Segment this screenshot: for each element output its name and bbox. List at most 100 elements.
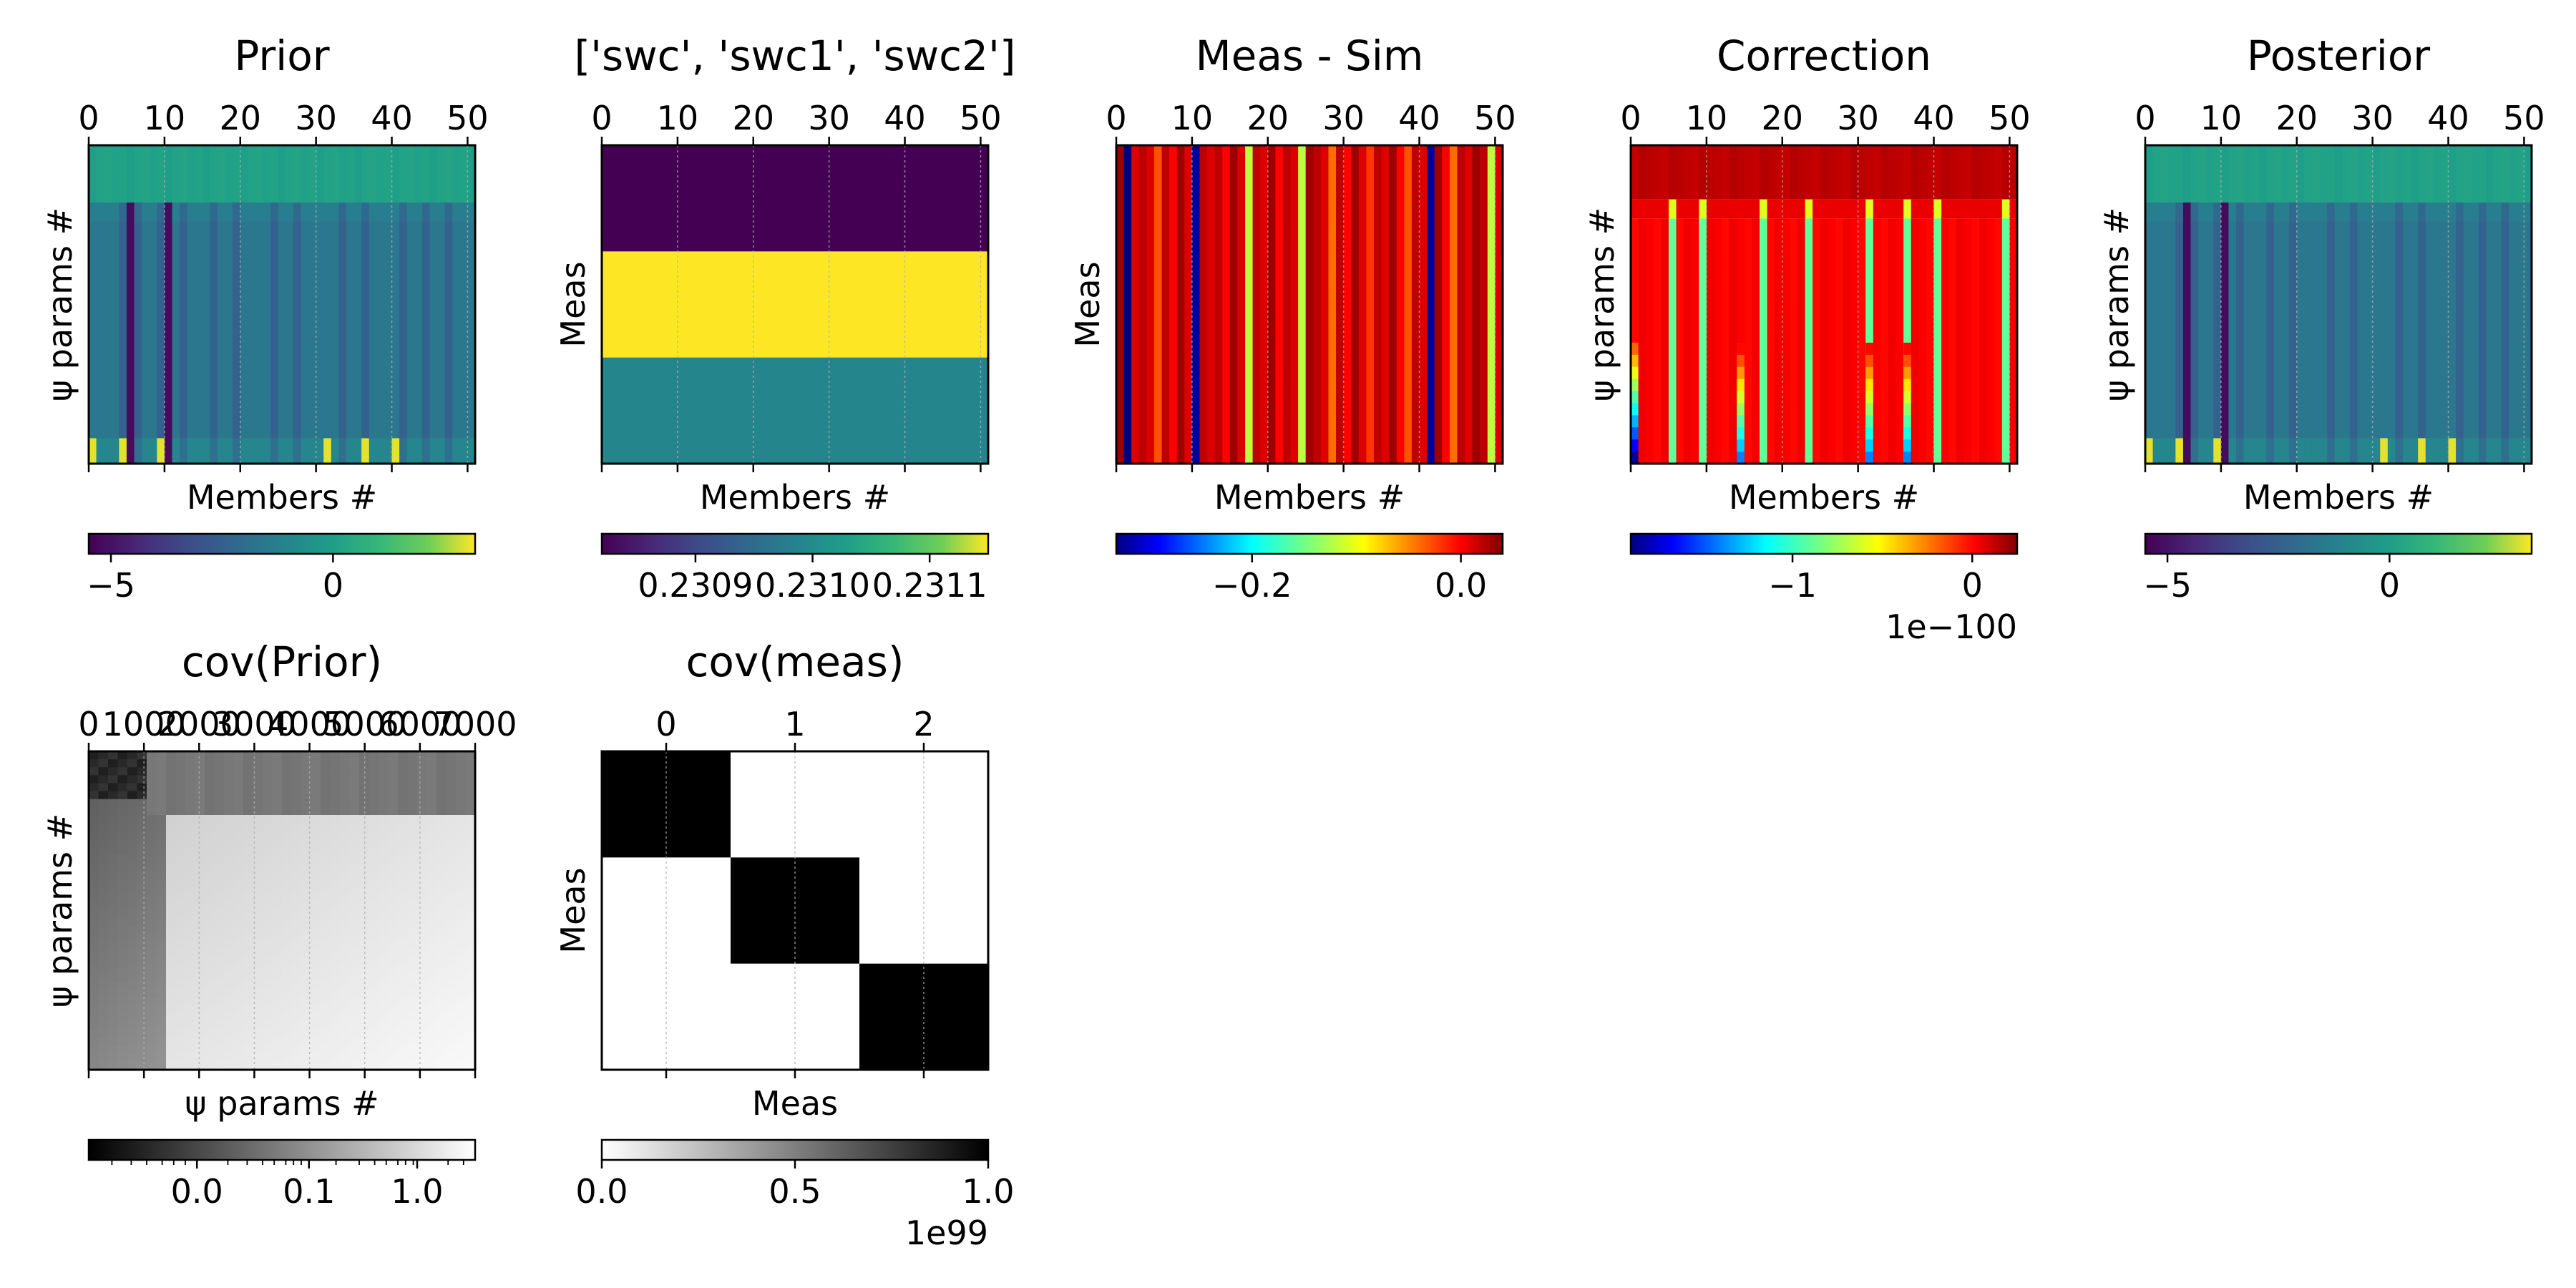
heatmap-cell [224,1006,235,1015]
heatmap-cell [117,1022,128,1030]
x-tick-label: 50 [1989,99,2031,137]
heatmap-cell [2274,221,2283,439]
heatmap-cell [108,887,119,895]
heatmap-cell [407,815,418,824]
heatmap-cell [108,942,119,951]
heatmap-cell [253,887,263,895]
colorbar-offset-label: 1e−100 [1885,608,2017,646]
heatmap-cell [1903,342,1912,356]
heatmap-cell [459,438,469,464]
heatmap-cell [127,942,138,951]
y-axis-label: ψ params # [41,208,79,401]
heatmap-cell [291,1061,302,1070]
heatmap-cell [456,1006,467,1015]
heatmap-cell [117,870,128,879]
heatmap-cell [388,966,399,975]
heatmap-cell [398,990,409,999]
heatmap-cell [340,870,351,879]
heatmap-cell [2380,438,2389,464]
heatmap-cell [263,902,273,912]
heatmap-cell [323,145,332,203]
heatmap-cell [240,438,248,464]
heatmap-cell [127,862,138,872]
heatmap-cell [2243,221,2252,439]
heatmap-cell [202,203,211,223]
heatmap-cell [156,791,167,800]
heatmap-cell [398,942,409,951]
heatmap-cell [308,438,317,464]
heatmap-cell [119,203,127,223]
heatmap-cell [301,902,312,912]
heatmap-cell [282,847,293,856]
heatmap-cell [218,203,226,223]
axes-frame [87,144,477,465]
heatmap-cell [272,854,283,864]
heatmap-cell [180,438,188,464]
heatmap-cell [137,767,147,776]
heatmap-cell [137,1014,147,1023]
heatmap-cell [89,1006,99,1015]
heatmap-cells [602,751,989,1070]
heatmap-cell [272,990,283,999]
heatmap-cell [1888,199,1897,219]
heatmap-cell [187,145,195,203]
heatmap-cell [89,958,99,967]
heatmap-cell [117,1038,128,1047]
heatmap-cell [349,926,360,935]
heatmap-cell [185,974,196,983]
heatmap-cell [388,918,399,927]
heatmap-cell [1828,145,1836,200]
heatmap-cell [214,958,225,967]
heatmap-cell [149,438,157,464]
heatmap-cell [272,1045,283,1055]
heatmap-cell [456,926,467,935]
heatmap-cell [414,203,423,223]
heatmap-cell [166,982,177,991]
heatmap-cell [98,806,109,816]
heatmap-cell [1805,218,1813,464]
heatmap-cell [388,806,399,816]
heatmap-cell [147,942,157,951]
heatmap-cell [243,982,254,991]
heatmap-cell [282,918,293,927]
heatmap-cell [446,1061,457,1070]
heatmap-cell [407,966,418,975]
heatmap-cells [2145,145,2532,464]
heatmap-cell [1865,391,1874,404]
heatmap-cell [282,966,293,975]
heatmap-cell [137,966,147,975]
heatmap-cell [321,791,331,800]
heatmap-cell [156,950,167,959]
heatmap-cell [214,926,225,935]
heatmap-cell [301,1006,312,1015]
heatmap-cell [253,942,263,951]
heatmap-cell [1971,199,1980,219]
heatmap-cell [2182,203,2192,223]
heatmap-cell [340,934,351,943]
heatmap-cell [137,958,147,967]
heatmap-cell [311,831,321,839]
heatmap-cell [399,203,408,223]
heatmap-cell [388,974,399,983]
heatmap-cell [2501,221,2509,439]
heatmap-cell [436,854,447,864]
heatmap-cell [407,759,418,768]
heatmap-cell [426,910,437,919]
heatmap-cell [376,438,385,464]
heatmap-cell [1737,366,1745,380]
heatmap-cell [214,823,225,831]
heatmap-cell [243,799,254,808]
heatmap-cell [127,894,138,903]
heatmap-cell [224,982,235,991]
heatmap-cell [398,783,409,792]
heatmap-cell [1813,145,1821,200]
heatmap-cell [1850,145,1859,200]
heatmap-cell [98,870,109,879]
heatmap-cell [272,887,283,895]
heatmap-cell [349,783,360,792]
heatmap-cell [195,1030,205,1039]
panel-title: Meas - Sim [1196,31,1424,80]
heatmap-cell [164,438,173,464]
heatmap-column [1396,145,1405,464]
heatmap-cell [1850,199,1859,219]
